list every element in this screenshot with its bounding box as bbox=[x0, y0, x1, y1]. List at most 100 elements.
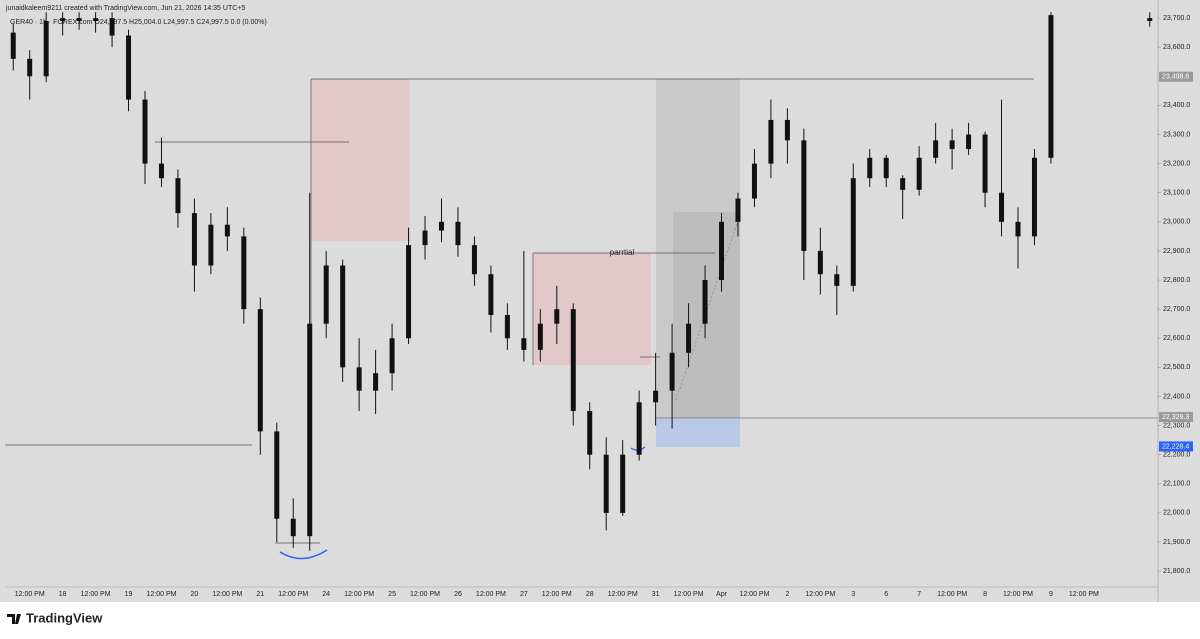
y-tick-label: 21,900.0 bbox=[1163, 539, 1190, 546]
x-tick-label: 28 bbox=[586, 591, 594, 598]
candle-body bbox=[916, 157, 922, 190]
y-tick-label: 22,800.0 bbox=[1163, 277, 1190, 284]
candle-body bbox=[142, 99, 148, 164]
candle-body bbox=[504, 314, 510, 339]
candle-body bbox=[241, 236, 247, 310]
candle-body bbox=[323, 265, 329, 324]
x-tick-label: Apr bbox=[716, 591, 728, 598]
candle-body bbox=[735, 198, 741, 222]
candle-body bbox=[850, 178, 856, 286]
candle-body bbox=[900, 178, 906, 190]
candle-body bbox=[126, 35, 132, 100]
x-tick-label: 12:00 PM bbox=[542, 591, 572, 598]
x-tick-label: 12:00 PM bbox=[674, 591, 704, 598]
x-tick-label: 26 bbox=[454, 591, 462, 598]
candle-body bbox=[158, 163, 164, 179]
candle-body bbox=[603, 454, 609, 513]
candle-body bbox=[768, 119, 774, 164]
price-label: 23,498.6 bbox=[1162, 74, 1189, 81]
y-tick-label: 23,000.0 bbox=[1163, 219, 1190, 226]
candle-body bbox=[109, 18, 115, 36]
y-tick-label: 22,500.0 bbox=[1163, 364, 1190, 371]
y-tick-label: 23,600.0 bbox=[1163, 44, 1190, 51]
candle-body bbox=[422, 230, 428, 246]
candle-body bbox=[949, 140, 955, 150]
annotation: parrtial bbox=[610, 248, 635, 257]
candle-body bbox=[191, 213, 197, 266]
candle-body bbox=[488, 274, 494, 315]
candle-body bbox=[686, 323, 692, 353]
candle-body bbox=[389, 338, 395, 374]
candle-body bbox=[406, 245, 412, 339]
y-tick-label: 21,800.0 bbox=[1163, 568, 1190, 575]
price-label-box bbox=[1159, 412, 1193, 423]
y-tick-label: 23,200.0 bbox=[1163, 160, 1190, 167]
branding: TradingView bbox=[26, 610, 103, 625]
position-box bbox=[656, 418, 740, 447]
y-tick-label: 22,300.0 bbox=[1163, 422, 1190, 429]
candle-body bbox=[257, 309, 263, 432]
x-tick-label: 7 bbox=[917, 591, 921, 598]
candle-body bbox=[1048, 15, 1054, 158]
x-tick-label: 12:00 PM bbox=[81, 591, 111, 598]
candle-body bbox=[290, 518, 296, 537]
x-tick-label: 31 bbox=[652, 591, 660, 598]
x-tick-label: 12:00 PM bbox=[212, 591, 242, 598]
x-tick-label: 27 bbox=[520, 591, 528, 598]
candle-body bbox=[801, 140, 807, 251]
candle-body bbox=[471, 245, 477, 275]
candle-body bbox=[982, 134, 988, 193]
candle-body bbox=[60, 18, 66, 21]
y-tick-label: 23,100.0 bbox=[1163, 190, 1190, 197]
candle-body bbox=[224, 224, 230, 237]
price-label: 22,228.4 bbox=[1162, 443, 1189, 450]
x-tick-label: 25 bbox=[388, 591, 396, 598]
x-tick-label: 9 bbox=[1049, 591, 1053, 598]
x-tick-label: 12:00 PM bbox=[344, 591, 374, 598]
candle-body bbox=[883, 157, 889, 179]
candle-body bbox=[307, 323, 313, 537]
logo: TradingView bbox=[7, 610, 103, 625]
candle-body bbox=[702, 280, 708, 324]
candle-body bbox=[175, 178, 181, 214]
price-label-box bbox=[1159, 441, 1193, 452]
zone bbox=[311, 79, 410, 241]
candle-body bbox=[43, 20, 49, 77]
arc bbox=[279, 549, 328, 560]
x-tick-label: 24 bbox=[322, 591, 330, 598]
candle-body bbox=[356, 367, 362, 391]
candle-body bbox=[817, 250, 823, 275]
x-tick-label: 12:00 PM bbox=[146, 591, 176, 598]
candle-body bbox=[274, 431, 280, 519]
x-tick-label: 8 bbox=[983, 591, 987, 598]
candle-body bbox=[93, 18, 99, 21]
candle-body bbox=[751, 163, 757, 199]
candle-body bbox=[208, 224, 214, 266]
trend-line bbox=[675, 214, 741, 401]
y-tick-label: 22,700.0 bbox=[1163, 306, 1190, 313]
x-tick-label: 12:00 PM bbox=[1069, 591, 1099, 598]
x-tick-label: 6 bbox=[884, 591, 888, 598]
x-tick-label: 12:00 PM bbox=[410, 591, 440, 598]
y-tick-label: 23,700.0 bbox=[1163, 15, 1190, 22]
candle-body bbox=[1031, 157, 1037, 237]
x-tick-label: 3 bbox=[851, 591, 855, 598]
price-label-box bbox=[1159, 71, 1193, 82]
y-tick-label: 22,000.0 bbox=[1163, 510, 1190, 517]
candle-body bbox=[784, 119, 790, 141]
price-label: 22,329.3 bbox=[1162, 414, 1189, 421]
candle-body bbox=[636, 402, 642, 455]
x-tick-label: 18 bbox=[59, 591, 67, 598]
candle-body bbox=[867, 157, 873, 179]
candle-body bbox=[537, 323, 543, 350]
x-tick-label: 21 bbox=[256, 591, 264, 598]
x-tick-label: 2 bbox=[785, 591, 789, 598]
zone bbox=[533, 253, 651, 365]
candle-body bbox=[455, 221, 461, 246]
candle-body bbox=[27, 58, 33, 77]
x-tick-label: 12:00 PM bbox=[739, 591, 769, 598]
y-tick-label: 22,900.0 bbox=[1163, 248, 1190, 255]
x-tick-label: 12:00 PM bbox=[608, 591, 638, 598]
candle-body bbox=[834, 274, 840, 286]
x-tick-label: 12:00 PM bbox=[1003, 591, 1033, 598]
